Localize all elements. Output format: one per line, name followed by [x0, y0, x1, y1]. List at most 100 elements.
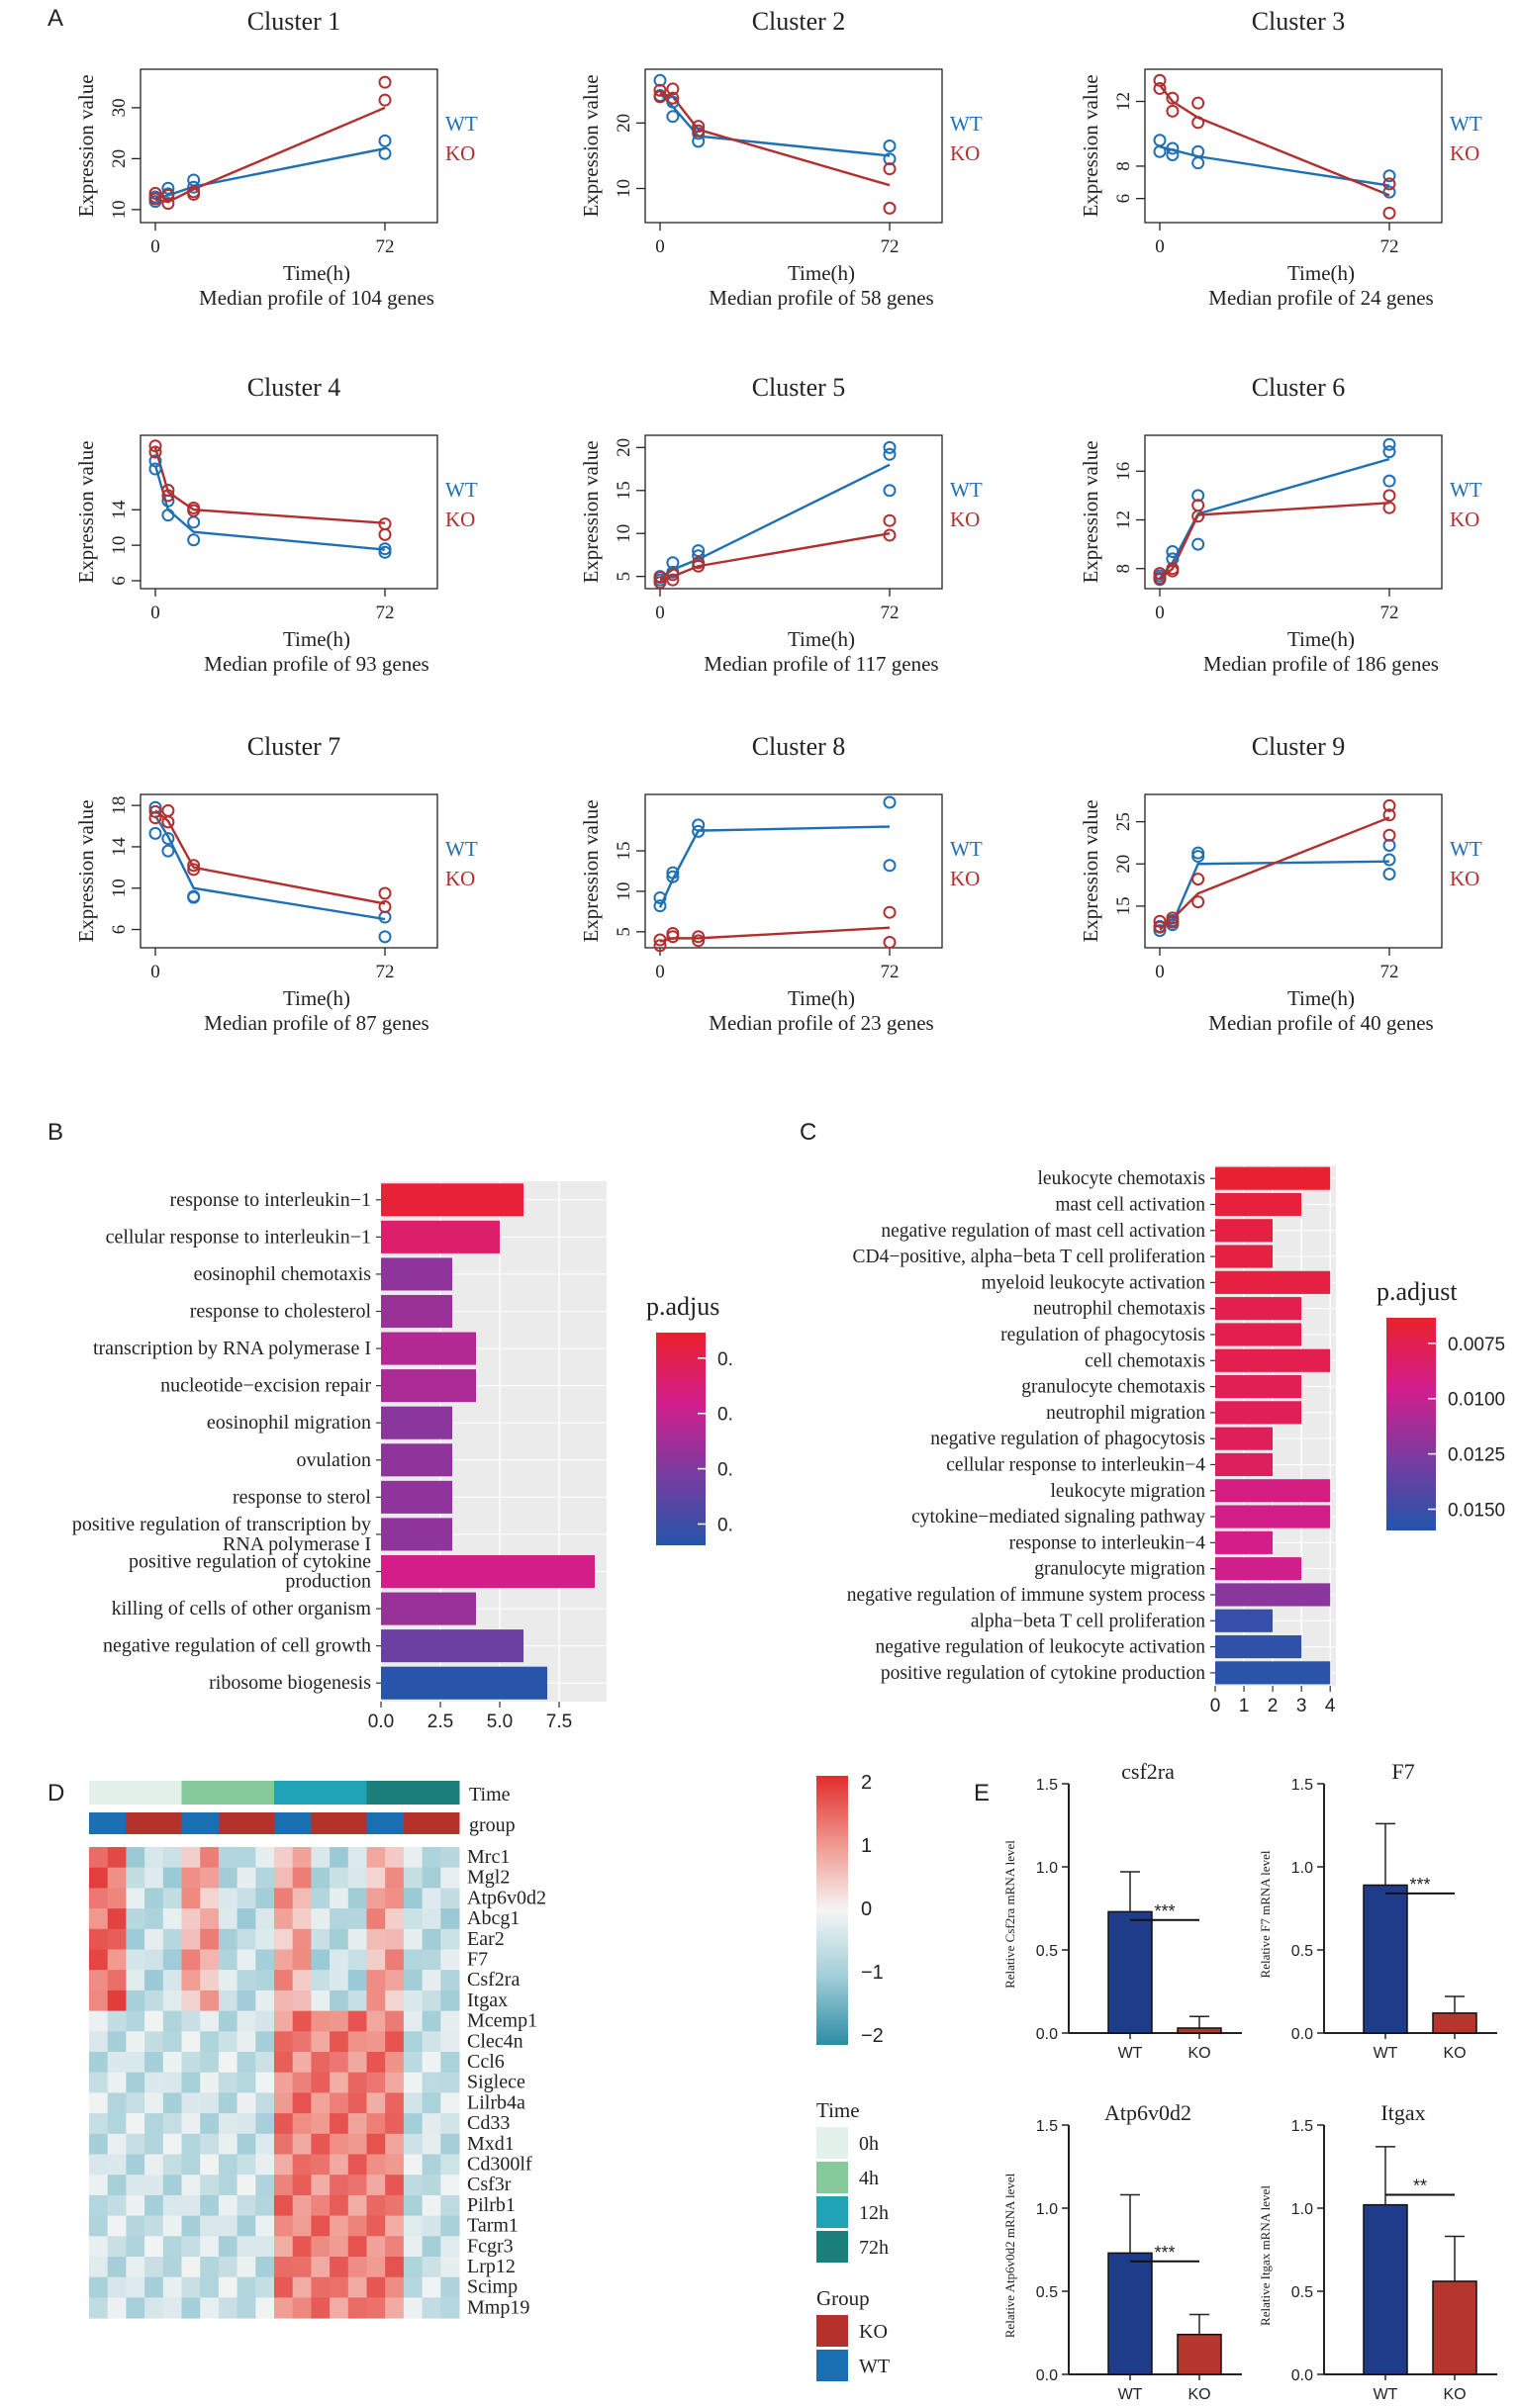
y-tick-label: 10 [614, 179, 634, 198]
legend-ko: KO [445, 141, 475, 165]
go-term-bar [381, 1406, 452, 1439]
heatmap-cell [218, 2276, 238, 2298]
heatmap-cell [255, 2072, 275, 2093]
heatmap-cell [385, 2133, 405, 2155]
heatmap-cell [181, 1888, 201, 1909]
heatmap-cell [237, 2297, 256, 2319]
legend-tick-label: 0.0125 [1448, 1445, 1505, 1466]
heatmap-cell [422, 2276, 441, 2298]
qpcr-title: Itgax [1380, 2100, 1425, 2125]
ko-point [187, 859, 201, 873]
go-term-label: negative regulation of immune system pro… [847, 1585, 1205, 1606]
gene-label: Clec4n [467, 2030, 523, 2052]
heatmap-cell [181, 2297, 201, 2319]
go-term-bar [1215, 1634, 1302, 1659]
ko-point [148, 192, 162, 206]
heatmap-cell [126, 1970, 145, 1991]
heatmap-cell [162, 2010, 182, 2032]
ko-point [1382, 808, 1396, 822]
heatmap-cell [144, 1867, 164, 1889]
go-term-bar [381, 1369, 476, 1403]
heatmap-cell [200, 2154, 220, 2176]
legend-title: p.adjus [646, 1292, 719, 1321]
gene-label: Csf3r [467, 2174, 512, 2195]
heatmap-cell [162, 1949, 182, 1971]
go-term-bar [1215, 1219, 1274, 1243]
ko-point [666, 91, 680, 105]
heatmap-cell [347, 2010, 367, 2032]
panel-label-d: D [47, 1780, 64, 1806]
y-tick-label: 14 [109, 500, 130, 519]
heatmap-cell [274, 2010, 294, 2032]
go-term-bar [381, 1220, 500, 1253]
x-tick-label: 72 [376, 236, 395, 257]
heatmap-cell [255, 2194, 275, 2217]
heatmap-cell [200, 2215, 220, 2237]
heatmap-cell [385, 2092, 405, 2114]
heatmap-cell [347, 2175, 367, 2196]
heatmap-cell [89, 1888, 109, 1909]
heatmap-cell [89, 2154, 109, 2176]
go-term-label: regulation of phagocytosis [1000, 1325, 1205, 1345]
x-axis-label: Time(h) [1287, 627, 1355, 651]
plot-frame [140, 434, 438, 590]
heatmap-cell [181, 2194, 201, 2217]
ko-point [161, 197, 175, 211]
wt-point [1382, 853, 1396, 867]
heatmap-cell [162, 2052, 182, 2074]
heatmap-cell [330, 2092, 349, 2114]
ko-point [378, 75, 392, 89]
time-annotation-cell [89, 1781, 109, 1805]
wt-point [378, 134, 392, 147]
gene-label: Mgl2 [467, 1867, 510, 1889]
heatmap-cell [385, 2010, 405, 2032]
heatmap-cell [403, 2010, 424, 2032]
group-annotation-cell [107, 1812, 127, 1834]
x-tick-label: 0 [655, 602, 665, 623]
heatmap-cell [330, 1970, 349, 1991]
wt-point [378, 930, 392, 944]
go-term-bar [1215, 1479, 1331, 1503]
heatmap-cell [292, 2010, 312, 2032]
panel-a-cluster-grid: Cluster 1 10 20 30 Expression value 0 72 Time(h… [74, 7, 1482, 1035]
cluster-plot: Cluster 8 5 10 15 Expression value 0 72 Time(h)… [579, 732, 983, 1035]
wt-point [883, 440, 897, 454]
heatmap-cell [366, 1888, 386, 1909]
heatmap-cell [126, 1908, 145, 1930]
cluster-title: Cluster 8 [752, 732, 846, 761]
cluster-plot: Cluster 6 8 12 16 Expression value 0 72 Time(h)… [1079, 373, 1482, 676]
legend-ko: KO [445, 508, 475, 531]
heatmap-cell [107, 2113, 127, 2135]
heatmap-cell [237, 2194, 256, 2217]
panel-b-go-barplot: 0.0 2.5 5.0 7.5 response to interleukin−1 cel… [72, 1181, 733, 1732]
wt-median-line [659, 463, 891, 580]
heatmap-cell [255, 1970, 275, 1991]
go-term-label: nucleotide−excision repair [160, 1375, 371, 1397]
heatmap-cell [200, 2194, 220, 2217]
heatmap-cell [292, 1908, 312, 1930]
qpcr-bar [1107, 2252, 1153, 2375]
cluster-title: Cluster 5 [752, 373, 846, 402]
cluster-subtitle: Median profile of 23 genes [709, 1011, 933, 1035]
heatmap-cell [403, 2194, 424, 2217]
group-legend-label: WT [859, 2356, 890, 2377]
legend-ko: KO [950, 141, 980, 165]
heatmap-cell [292, 1970, 312, 1991]
legend-wt: WT [1450, 478, 1482, 502]
gene-label: Tarm1 [467, 2215, 519, 2237]
heatmap-cell [274, 1970, 294, 1991]
heatmap-cell [237, 1867, 256, 1889]
significance-stars: *** [1409, 1875, 1430, 1895]
heatmap-cell [440, 2215, 460, 2237]
cluster-subtitle: Median profile of 186 genes [1203, 652, 1439, 676]
heatmap-cell [126, 2031, 145, 2053]
group-annotation-cell [89, 1812, 109, 1834]
heatmap-cell [366, 2031, 386, 2053]
heatmap-cell [366, 2092, 386, 2114]
wt-point [653, 73, 667, 87]
heatmap-cell [440, 2092, 460, 2114]
go-term-bar [1215, 1401, 1302, 1425]
group-annotation-cell [311, 1812, 331, 1834]
wt-point [883, 152, 897, 166]
heatmap-cell [274, 2072, 294, 2093]
